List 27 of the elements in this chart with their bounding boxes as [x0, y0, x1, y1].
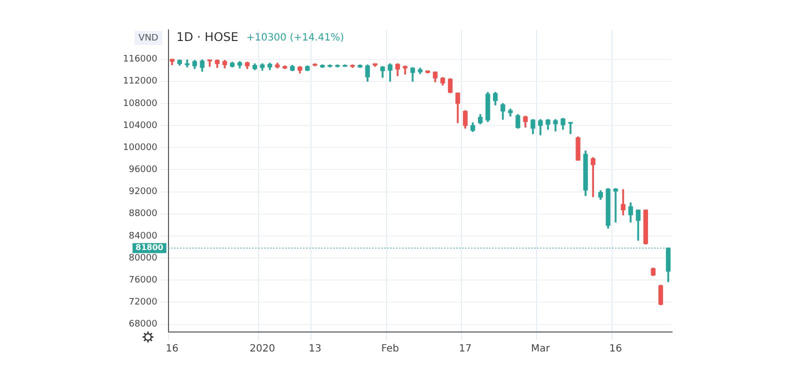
- x-tick-label: 2020: [250, 344, 276, 355]
- y-tick-label: 100000: [122, 142, 158, 153]
- x-tick-label: 17: [458, 344, 472, 355]
- y-tick-label: 92000: [128, 187, 158, 198]
- y-tick-label: 80000: [128, 253, 158, 264]
- y-tick-label: 88000: [128, 209, 158, 220]
- candlestick: [590, 157, 596, 198]
- y-tick-label: 112000: [122, 76, 158, 87]
- y-tick-label: 108000: [122, 98, 158, 109]
- x-tick-label: Mar: [531, 344, 551, 355]
- ref-line-label: 81800: [136, 243, 164, 252]
- chart-title: 1D · HOSE: [176, 30, 238, 44]
- x-tick-label: 16: [166, 344, 178, 355]
- y-tick-label: 116000: [122, 54, 158, 65]
- y-tick-label: 68000: [128, 320, 158, 330]
- y-tick-label: 76000: [128, 275, 158, 286]
- candlestick: [568, 122, 573, 134]
- candlestick: [613, 188, 618, 222]
- x-tick-label: 16: [609, 344, 622, 355]
- x-tick-label: Feb: [381, 344, 399, 355]
- y-axis-title: VND: [138, 33, 158, 44]
- y-tick-label: 96000: [128, 165, 158, 176]
- y-tick-label: 104000: [122, 120, 158, 131]
- x-tick-label: 13: [308, 344, 322, 355]
- chart-subtitle: +10300 (+14.41%): [246, 32, 344, 44]
- y-tick-label: 84000: [128, 231, 158, 242]
- y-tick-label: 72000: [128, 298, 158, 308]
